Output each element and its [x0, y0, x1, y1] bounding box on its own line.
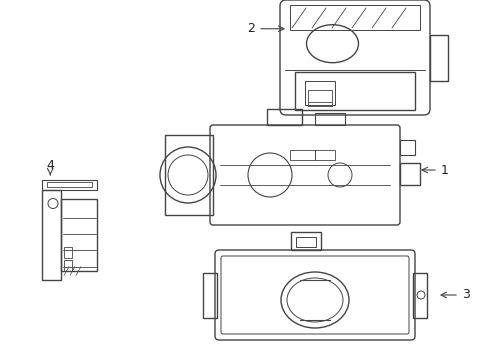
Text: 2: 2 [247, 22, 255, 35]
Text: 3: 3 [462, 288, 470, 302]
Text: 4: 4 [47, 159, 54, 172]
Text: 1: 1 [441, 163, 449, 176]
